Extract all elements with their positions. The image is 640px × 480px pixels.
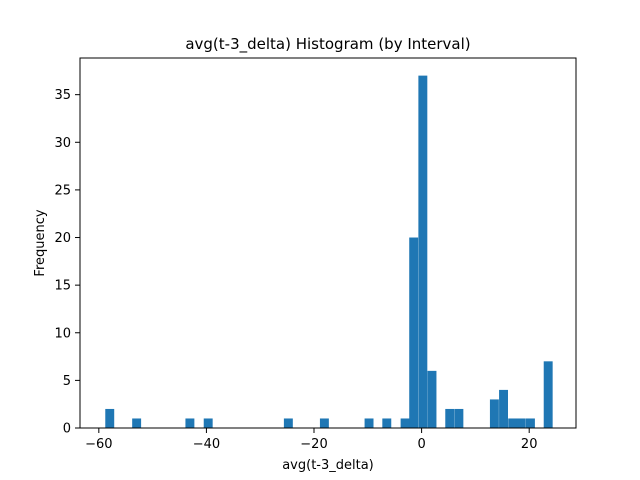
histogram-bar (319, 418, 329, 428)
histogram-bar (427, 370, 437, 428)
y-axis-label: Frequency (33, 209, 48, 276)
histogram-bar (105, 408, 115, 428)
y-tick-label: 0 (63, 422, 71, 437)
histogram-bar (283, 418, 293, 428)
histogram-bar (454, 408, 464, 428)
histogram-bar (203, 418, 213, 428)
histogram-bar (185, 418, 195, 428)
histogram-bar (525, 418, 535, 428)
plot-frame (79, 57, 577, 429)
x-tick-label: 20 (521, 437, 538, 452)
x-axis-ticks: −60 −40 −20 0 20 (85, 428, 537, 452)
histogram-bar (132, 418, 142, 428)
y-tick-label: 35 (54, 88, 71, 103)
y-tick-label: 5 (63, 374, 71, 389)
y-axis-ticks: 0 5 10 15 20 25 30 35 (54, 88, 80, 437)
histogram-bar (400, 418, 410, 428)
histogram-bar (364, 418, 374, 428)
histogram-bar (418, 75, 428, 429)
histogram-bar (382, 418, 392, 428)
histogram-bar (543, 361, 553, 428)
x-axis-label: avg(t-3_delta) (282, 458, 374, 473)
x-tick-label: −60 (85, 437, 112, 452)
x-tick-label: −20 (300, 437, 327, 452)
y-tick-label: 30 (54, 136, 71, 151)
chart-title: avg(t-3_delta) Histogram (by Interval) (185, 35, 470, 54)
bars-group (105, 75, 553, 429)
x-tick-label: 0 (417, 437, 425, 452)
y-tick-label: 20 (54, 231, 71, 246)
histogram-bar (409, 237, 419, 428)
histogram-bar (499, 389, 508, 428)
histogram-bar (508, 418, 518, 428)
histogram-bar (445, 408, 455, 428)
x-tick-label: −40 (193, 437, 220, 452)
histogram-bar (489, 399, 499, 428)
y-tick-label: 25 (54, 183, 71, 198)
y-tick-label: 15 (54, 279, 71, 294)
y-tick-label: 10 (54, 326, 71, 341)
histogram-bar (516, 418, 526, 428)
